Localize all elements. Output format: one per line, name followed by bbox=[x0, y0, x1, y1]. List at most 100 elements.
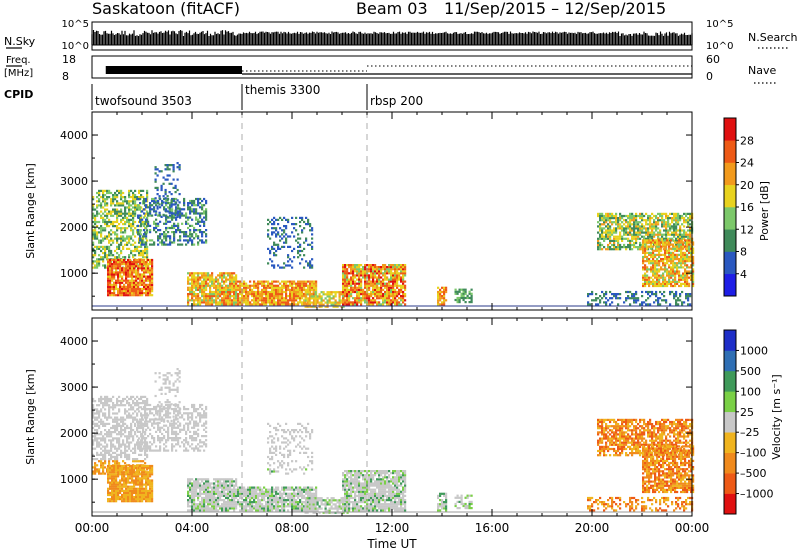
echo-cell bbox=[311, 264, 314, 267]
echo-cell bbox=[621, 221, 624, 224]
echo-cell bbox=[400, 276, 403, 279]
echo-cell bbox=[158, 211, 161, 214]
echo-cell bbox=[677, 219, 680, 222]
echo-cell bbox=[94, 447, 97, 450]
echo-cell bbox=[127, 261, 130, 264]
station-title: Saskatoon (fitACF) bbox=[92, 0, 240, 18]
echo-cell bbox=[366, 284, 369, 287]
echo-cell bbox=[263, 280, 266, 283]
echo-cell bbox=[312, 295, 315, 298]
echo-cell bbox=[108, 397, 111, 401]
echo-cell bbox=[380, 290, 383, 294]
echo-cell bbox=[656, 260, 659, 263]
echo-cell bbox=[674, 272, 677, 275]
echo-cell bbox=[132, 223, 135, 226]
echo-cell bbox=[201, 212, 204, 215]
echo-cell bbox=[124, 231, 127, 234]
echo-cell bbox=[173, 197, 176, 201]
echo-cell bbox=[364, 282, 367, 285]
echo-cell bbox=[169, 226, 172, 230]
echo-cell bbox=[189, 233, 192, 236]
echo-cell bbox=[617, 243, 620, 247]
echo-cell bbox=[110, 441, 113, 444]
echo-cell bbox=[237, 293, 240, 296]
echo-cell bbox=[146, 252, 149, 255]
echo-cell bbox=[652, 253, 655, 256]
echo-cell bbox=[627, 231, 630, 234]
echo-cell bbox=[147, 222, 150, 225]
echo-cell bbox=[665, 225, 668, 228]
echo-cell bbox=[273, 264, 276, 267]
echo-cell bbox=[205, 303, 208, 306]
echo-cell bbox=[137, 269, 140, 272]
echo-cell bbox=[134, 254, 137, 257]
echo-cell bbox=[617, 235, 620, 238]
echo-cell bbox=[127, 281, 130, 284]
echo-cell bbox=[253, 282, 256, 285]
echo-cell bbox=[360, 301, 363, 304]
echo-cell bbox=[279, 235, 282, 238]
echo-cell bbox=[213, 293, 216, 296]
echo-cell bbox=[283, 284, 286, 287]
echo-cell bbox=[98, 410, 101, 413]
echo-cell bbox=[129, 283, 132, 286]
echo-cell bbox=[382, 280, 385, 283]
echo-cell bbox=[458, 290, 461, 293]
echo-cell bbox=[470, 294, 473, 297]
echo-cell bbox=[322, 293, 325, 296]
echo-cell bbox=[130, 225, 133, 228]
echo-cell bbox=[637, 227, 640, 230]
echo-cell bbox=[356, 295, 359, 298]
echo-cell bbox=[124, 412, 127, 415]
echo-cell bbox=[98, 414, 101, 417]
echo-cell bbox=[613, 241, 616, 245]
echo-cell bbox=[136, 418, 139, 421]
echo-cell bbox=[176, 199, 179, 202]
echo-cell bbox=[187, 293, 190, 296]
echo-cell bbox=[647, 223, 650, 226]
echo-cell bbox=[205, 286, 208, 289]
echo-cell bbox=[633, 297, 636, 300]
echo-cell bbox=[225, 301, 228, 304]
echo-cell bbox=[617, 225, 620, 228]
echo-cell bbox=[132, 458, 135, 461]
echo-cell bbox=[269, 295, 272, 298]
echo-cell bbox=[187, 276, 190, 279]
echo-cell bbox=[98, 441, 101, 444]
echo-cell bbox=[135, 269, 138, 272]
echo-cell bbox=[669, 223, 672, 226]
echo-cell bbox=[663, 229, 666, 232]
echo-cell bbox=[108, 460, 111, 463]
echo-cell bbox=[382, 284, 385, 287]
echo-cell bbox=[121, 279, 124, 282]
echo-cell bbox=[597, 221, 600, 224]
echo-cell bbox=[126, 202, 129, 205]
echo-cell bbox=[664, 278, 667, 281]
echo-cell bbox=[136, 208, 139, 211]
echo-cell bbox=[147, 267, 150, 270]
echo-cell bbox=[116, 397, 119, 401]
echo-cell bbox=[203, 210, 206, 213]
echo-cell bbox=[167, 235, 170, 238]
echo-cell bbox=[639, 231, 642, 234]
echo-cell bbox=[139, 265, 142, 268]
echo-cell bbox=[128, 414, 131, 417]
echo-cell bbox=[124, 453, 127, 456]
echo-cell bbox=[587, 295, 590, 298]
echo-cell bbox=[130, 406, 133, 409]
echo-cell bbox=[137, 292, 140, 295]
echo-cell bbox=[195, 284, 198, 287]
echo-cell bbox=[687, 212, 690, 215]
echo-cell bbox=[169, 210, 172, 213]
echo-cell bbox=[110, 239, 113, 242]
echo-cell bbox=[261, 295, 264, 298]
echo-cell bbox=[675, 231, 678, 234]
echo-cell bbox=[229, 303, 232, 306]
echo-cell bbox=[686, 266, 689, 269]
echo-cell bbox=[235, 290, 238, 294]
echo-cell bbox=[402, 286, 405, 289]
echo-cell bbox=[239, 288, 242, 291]
echo-cell bbox=[129, 294, 132, 297]
echo-cell bbox=[112, 426, 115, 430]
echo-cell bbox=[458, 301, 461, 304]
